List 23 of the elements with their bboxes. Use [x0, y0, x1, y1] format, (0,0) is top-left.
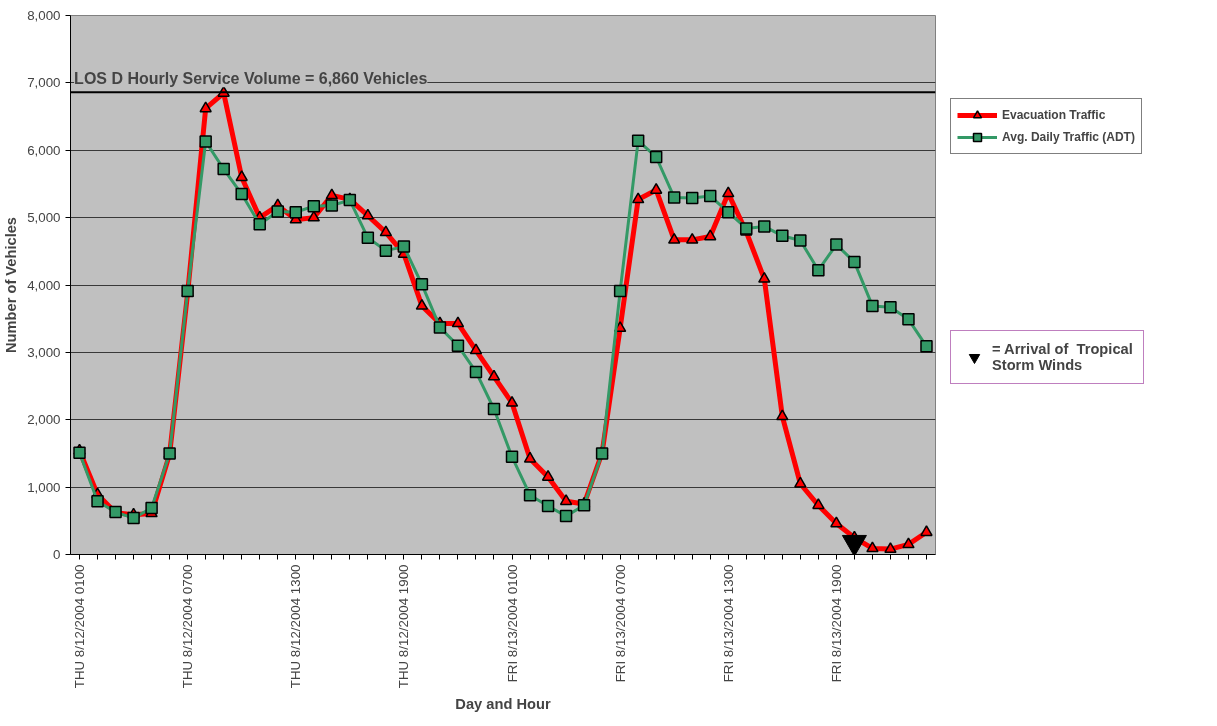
y-tick-label: 7,000 — [27, 75, 61, 91]
x-tick-label: FRI 8/13/2004 0100 — [504, 564, 520, 683]
y-tick-label: 6,000 — [27, 142, 61, 158]
y-tick-label: 3,000 — [27, 344, 61, 360]
legend-label: Evacuation Traffic — [1002, 108, 1106, 122]
y-tick-label: 2,000 — [27, 412, 61, 428]
x-tick-label: THU 8/12/2004 1300 — [288, 564, 304, 689]
x-tick-label: THU 8/12/2004 0100 — [72, 564, 88, 689]
y-tick-label: 0 — [53, 547, 61, 562]
y-axis-title: Number of Vehicles — [3, 216, 20, 354]
x-tick-label: THU 8/12/2004 1900 — [396, 564, 412, 689]
x-tick-label: FRI 8/13/2004 1300 — [720, 564, 736, 683]
x-tick-label: FRI 8/13/2004 1900 — [828, 564, 844, 683]
y-tick-label: 8,000 — [27, 8, 61, 23]
ref-line-label: LOS D Hourly Service Volume = 6,860 Vehicles — [74, 70, 428, 88]
legend-label: Avg. Daily Traffic (ADT) — [1002, 130, 1135, 144]
y-tick-label: 1,000 — [27, 479, 61, 495]
y-tick-label: 5,000 — [27, 210, 61, 226]
y-tick-label: 4,000 — [27, 277, 61, 293]
x-tick-label: FRI 8/13/2004 0700 — [612, 564, 628, 683]
x-tick-label: THU 8/12/2004 0700 — [180, 564, 196, 689]
legend-label: = Arrival of Tropical Storm Winds — [992, 341, 1133, 373]
x-axis-title: Day and Hour — [455, 696, 551, 713]
